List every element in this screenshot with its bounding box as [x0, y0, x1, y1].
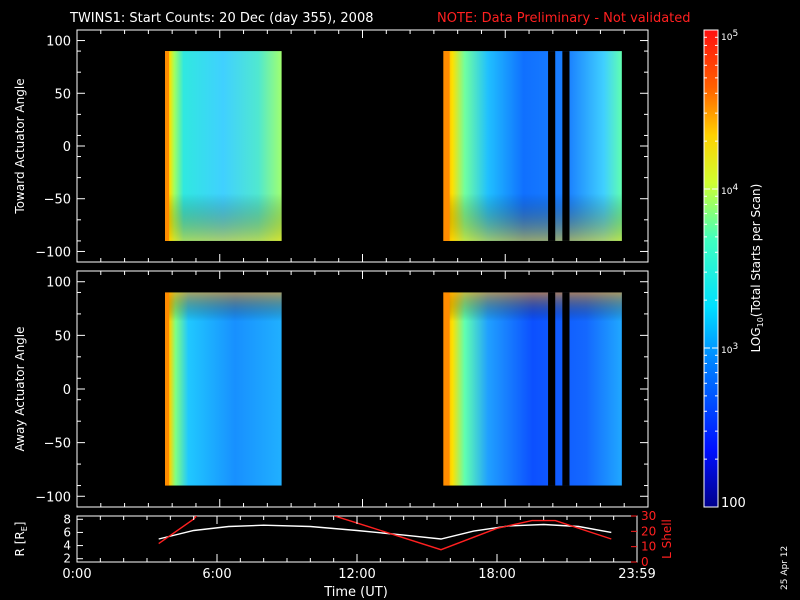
lshell-tick-label-30: 30 [641, 509, 656, 523]
away-heatmap [165, 292, 622, 486]
away-ytick-label-0: 0 [63, 383, 71, 398]
away-ytick-label-100: 100 [46, 276, 71, 291]
toward-segment-1-edge [165, 51, 282, 241]
colorbar-label: LOG10(Total Starts per Scan) [749, 184, 765, 353]
toward-ytick-label--100: −100 [35, 245, 71, 260]
chart-title: TWINS1: Start Counts: 20 Dec (day 355), … [69, 11, 373, 26]
orbit-series-group [158, 516, 612, 551]
cb-tick-label-100: 100 [721, 496, 746, 511]
cb-tick-sup-10000: 4 [732, 183, 738, 193]
toward-data-gap-2 [562, 51, 570, 241]
r-label-end: ] [13, 522, 27, 527]
x-tick-label-1200: 12:00 [338, 567, 375, 582]
colorbar-label-post: (Total Starts per Scan) [749, 184, 763, 318]
series-l-shell-line [158, 516, 612, 551]
away-segment-1-edge [165, 292, 282, 486]
lshell-tick-label-20: 20 [641, 524, 656, 538]
lshell-tick-label-10: 10 [641, 540, 656, 554]
away-y-label: Away Actuator Angle [13, 326, 27, 451]
cb-tick-label-1000: 103 [721, 342, 738, 356]
away-data-gap-1 [548, 292, 556, 486]
r-label-main: R [R [13, 531, 27, 556]
r-tick-label-8: 8 [63, 512, 71, 526]
away-data-gap-2 [562, 292, 570, 486]
lshell-tick-label-0: 0 [641, 555, 649, 569]
series-r-line [158, 523, 612, 540]
x-tick-label-000: 0:00 [62, 567, 91, 582]
x-tick-label-600: 6:00 [202, 567, 231, 582]
colorbar-frame [703, 29, 719, 508]
toward-data-gap-1 [548, 51, 556, 241]
away-ytick-label--50: −50 [44, 437, 71, 452]
toward-panel: 100 50 0 −50 −100 Toward Actuator Angle [13, 29, 649, 263]
away-panel: 100 50 0 −50 −100 Away Actuator Angle [13, 270, 649, 508]
away-y-axis: 100 50 0 −50 −100 [35, 271, 649, 507]
x-tick-label-1800: 18:00 [478, 567, 515, 582]
toward-y-label: Toward Actuator Angle [13, 78, 27, 214]
toward-ytick-label--50: −50 [44, 193, 71, 208]
toward-ytick-label-0: 0 [63, 140, 71, 155]
toward-segment-2-onset [443, 51, 450, 241]
colorbar-label-sub: 10 [756, 317, 765, 327]
r-tick-label-6: 6 [63, 525, 71, 539]
r-label-sub: E [20, 526, 29, 531]
r-tick-label-4: 4 [63, 539, 71, 553]
cb-tick-sup-100000: 5 [732, 29, 738, 39]
x-tick-label-2359: 23:59 [618, 567, 655, 582]
toward-segment-1-onset [165, 51, 170, 241]
away-segment-1-onset [165, 292, 170, 486]
r-tick-label-2: 2 [63, 552, 71, 566]
colorbar-ticks: 100 103 104 105 [704, 29, 746, 511]
toward-ytick-label-50: 50 [54, 87, 71, 102]
toward-ytick-label-100: 100 [46, 35, 71, 50]
away-segment-2-onset [443, 292, 450, 486]
cb-tick-label-100000: 105 [721, 29, 738, 43]
r-axis-label: R [RE] [13, 522, 29, 557]
colorbar-label-pre: LOG [749, 327, 763, 352]
away-ytick-label--100: −100 [35, 490, 71, 505]
footer-date: 25 Apr 12 [780, 546, 790, 590]
toward-heatmap [165, 51, 622, 241]
cb-tick-sup-1000: 3 [732, 342, 738, 352]
toward-y-axis: 100 50 0 −50 −100 [35, 30, 649, 262]
toward-segment-2-edge [443, 51, 622, 241]
preliminary-note: NOTE: Data Preliminary - Not validated [437, 11, 691, 26]
x-axis-label: Time (UT) [323, 585, 388, 600]
cb-tick-label-10000: 104 [721, 183, 738, 197]
away-ytick-label-50: 50 [54, 329, 71, 344]
colorbar-gradient [704, 30, 718, 507]
away-segment-2-edge [443, 292, 622, 486]
l-shell-label: L Shell [660, 519, 674, 559]
